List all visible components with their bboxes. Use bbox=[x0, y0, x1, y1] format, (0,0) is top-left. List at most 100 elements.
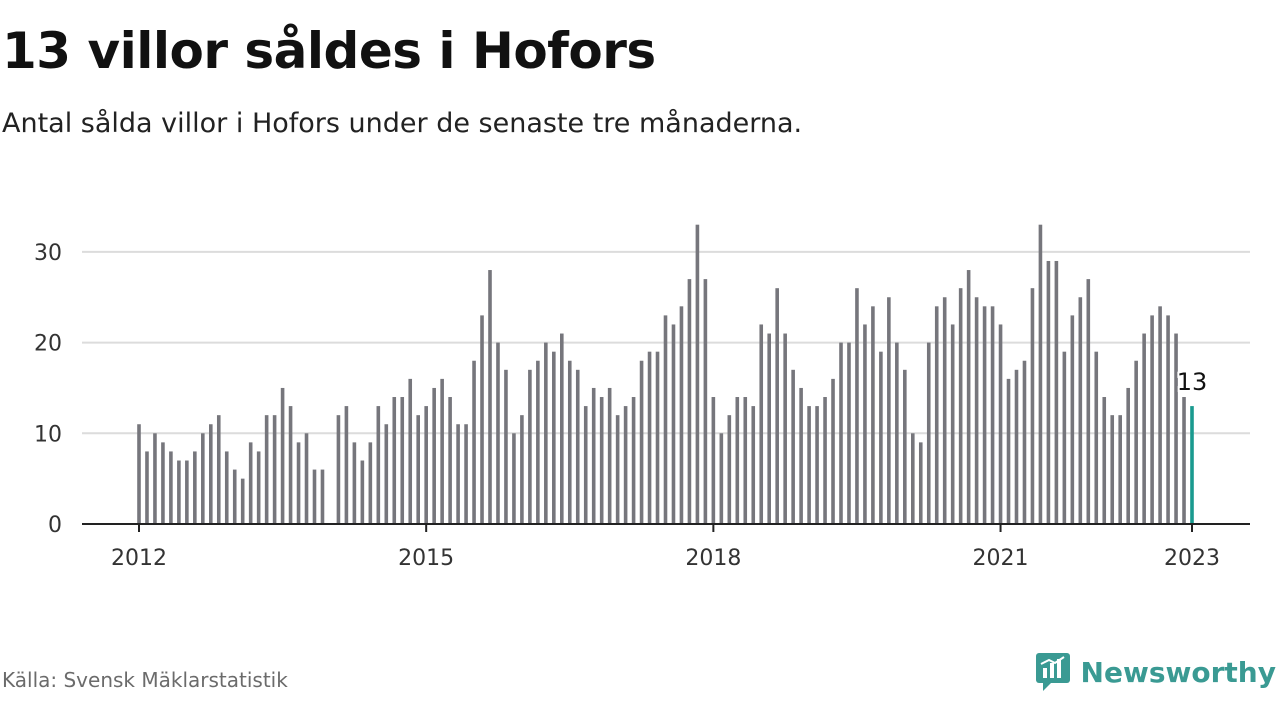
bar bbox=[1166, 315, 1170, 524]
bar bbox=[240, 478, 245, 524]
bar bbox=[855, 288, 859, 524]
bar bbox=[169, 451, 173, 524]
bar bbox=[464, 424, 468, 524]
bar bbox=[177, 460, 181, 524]
bar bbox=[998, 324, 1003, 524]
bar bbox=[759, 324, 764, 524]
bar bbox=[256, 451, 261, 524]
bar bbox=[232, 469, 237, 524]
bar bbox=[440, 378, 444, 524]
bar bbox=[1038, 224, 1043, 524]
bar bbox=[360, 460, 365, 524]
bar bbox=[1030, 288, 1035, 524]
bar bbox=[982, 306, 987, 524]
bar bbox=[384, 424, 389, 524]
bar bbox=[615, 415, 620, 524]
bar-chart: 0 10 20 30 13 2012 2015 2018 2021 2023 bbox=[34, 224, 1250, 571]
bar bbox=[1182, 397, 1186, 524]
bar bbox=[918, 442, 923, 524]
bar bbox=[520, 415, 524, 524]
bar bbox=[536, 360, 540, 524]
value-label: 13 bbox=[1177, 368, 1208, 396]
bar bbox=[376, 406, 381, 524]
bar bbox=[248, 442, 253, 524]
bar bbox=[1054, 260, 1059, 524]
bar bbox=[663, 315, 668, 524]
bar bbox=[216, 415, 221, 524]
bar bbox=[1070, 315, 1075, 524]
brand-logo[interactable]: Newsworthy bbox=[1035, 652, 1276, 692]
bar bbox=[1006, 378, 1011, 524]
bar bbox=[1086, 279, 1091, 524]
bar bbox=[336, 415, 341, 524]
bar bbox=[496, 342, 500, 524]
bar bbox=[448, 397, 452, 524]
bar bbox=[599, 397, 604, 524]
bar bbox=[288, 406, 293, 524]
bar bbox=[424, 406, 428, 524]
bar bbox=[472, 360, 476, 524]
bar bbox=[416, 415, 420, 524]
bar bbox=[743, 397, 748, 524]
bar bbox=[1022, 360, 1027, 524]
bar bbox=[320, 469, 325, 524]
bar bbox=[990, 306, 995, 524]
bar bbox=[751, 406, 756, 524]
bar bbox=[1046, 260, 1051, 524]
bar bbox=[775, 288, 779, 524]
bar bbox=[887, 297, 891, 524]
bar bbox=[544, 342, 548, 524]
bar bbox=[432, 387, 436, 524]
bar bbox=[639, 360, 644, 524]
bar bbox=[735, 397, 740, 524]
bar bbox=[1150, 315, 1154, 524]
x-tick-label: 2021 bbox=[973, 546, 1029, 571]
bar bbox=[1110, 415, 1115, 524]
bar bbox=[264, 415, 269, 524]
bar bbox=[1158, 306, 1162, 524]
bar bbox=[783, 333, 787, 524]
bar bbox=[504, 369, 508, 524]
bar bbox=[1094, 351, 1099, 524]
bar bbox=[631, 397, 636, 524]
bar bbox=[567, 360, 572, 524]
bar bbox=[679, 306, 684, 524]
bar bbox=[926, 342, 931, 524]
bars bbox=[137, 224, 1194, 524]
bar bbox=[1118, 415, 1122, 524]
bar bbox=[1078, 297, 1083, 524]
bar bbox=[552, 351, 556, 524]
bar bbox=[647, 351, 652, 524]
bar bbox=[1062, 351, 1067, 524]
bar bbox=[942, 297, 947, 524]
bar bbox=[591, 387, 596, 524]
bar bbox=[623, 406, 628, 524]
y-tick-label: 0 bbox=[48, 513, 62, 538]
bar bbox=[185, 460, 189, 524]
bar bbox=[1142, 333, 1146, 524]
bar bbox=[224, 451, 229, 524]
bar bbox=[711, 397, 716, 524]
bar bbox=[304, 433, 309, 524]
bar bbox=[400, 397, 405, 524]
bar bbox=[575, 369, 580, 524]
bar bbox=[344, 406, 349, 524]
bar bbox=[1014, 369, 1019, 524]
bar bbox=[815, 406, 819, 524]
bar bbox=[958, 288, 963, 524]
bar bbox=[512, 433, 516, 524]
y-tick-label: 20 bbox=[34, 332, 62, 357]
bar bbox=[280, 387, 285, 524]
bar bbox=[863, 324, 867, 524]
bar bbox=[583, 406, 588, 524]
bar bbox=[847, 342, 851, 524]
bar bbox=[671, 324, 676, 524]
bar bbox=[807, 406, 811, 524]
bar bbox=[161, 442, 165, 524]
bar-highlight bbox=[1190, 406, 1194, 524]
bar bbox=[1102, 397, 1107, 524]
x-tick-label: 2015 bbox=[398, 546, 454, 571]
bar bbox=[456, 424, 460, 524]
y-tick-label: 30 bbox=[34, 241, 62, 266]
bar bbox=[209, 424, 213, 524]
